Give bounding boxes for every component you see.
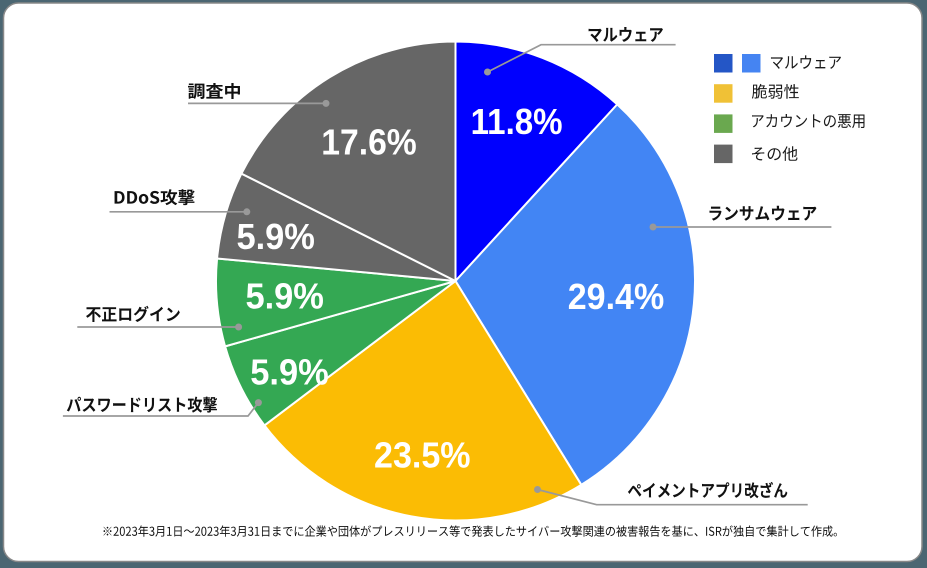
svg-text:5.9%: 5.9% [236,216,315,257]
svg-text:29.4%: 29.4% [568,276,665,317]
svg-text:23.5%: 23.5% [374,435,471,476]
svg-text:5.9%: 5.9% [245,276,324,317]
svg-text:11.8%: 11.8% [471,101,563,142]
svg-text:17.6%: 17.6% [321,122,417,163]
svg-text:5.9%: 5.9% [250,352,329,393]
